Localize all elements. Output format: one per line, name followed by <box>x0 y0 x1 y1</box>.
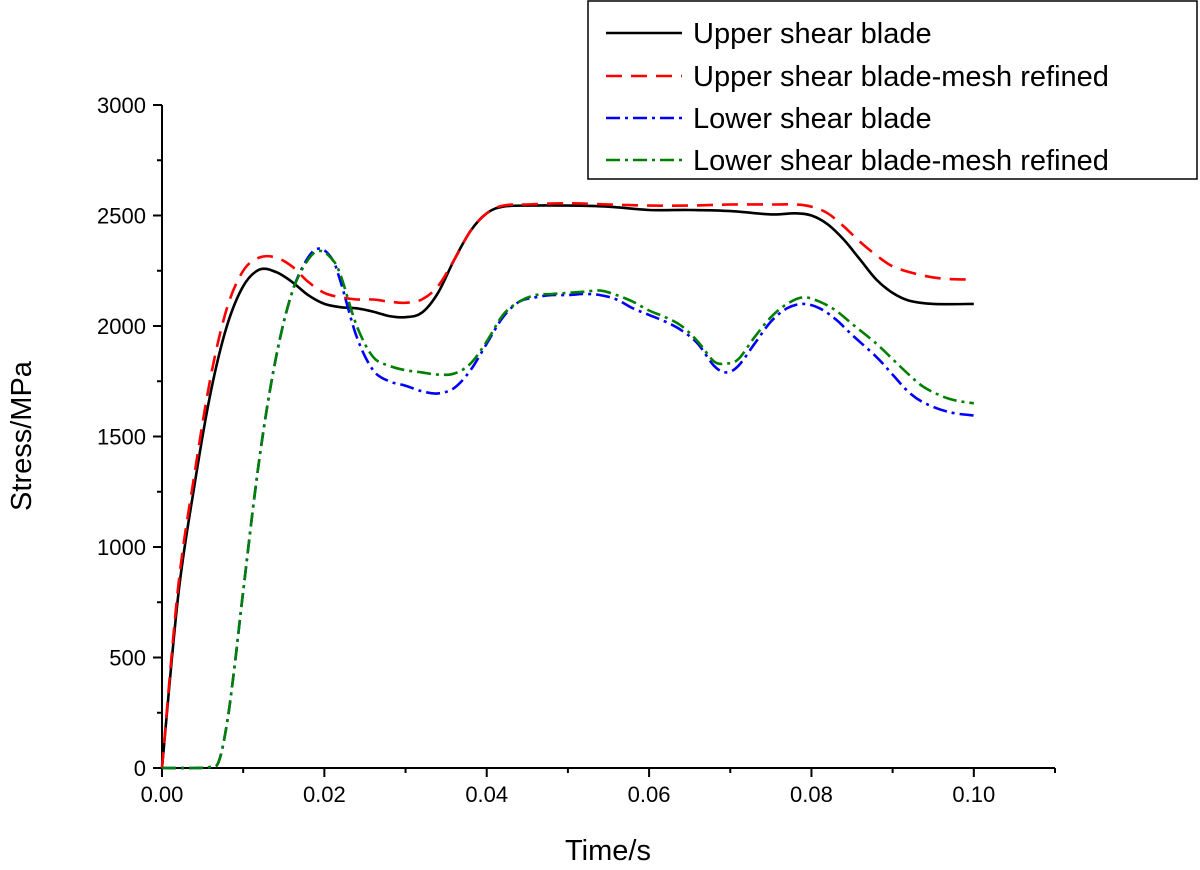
legend-label-2: Upper shear blade-mesh refined <box>693 61 1109 93</box>
x-tick-label: 0.00 <box>141 782 184 807</box>
legend-box <box>587 0 1198 180</box>
legend: Upper shear blade Upper shear blade-mesh … <box>587 0 1198 180</box>
y-tick-label: 2000 <box>97 314 146 339</box>
y-tick-label: 500 <box>109 646 146 671</box>
x-axis-title: Time/s <box>565 835 651 867</box>
series-line-1 <box>160 204 974 769</box>
y-tick-label: 1500 <box>97 425 146 450</box>
x-tick-label: 0.08 <box>790 782 833 807</box>
legend-label-4: Lower shear blade-mesh refined <box>693 145 1109 177</box>
y-tick-label: 2500 <box>97 204 146 229</box>
series-line-2 <box>160 202 974 769</box>
x-tick-label: 0.04 <box>465 782 508 807</box>
series-line-4 <box>161 249 975 770</box>
legend-label-3: Lower shear blade <box>693 103 932 135</box>
y-tick-label: 1000 <box>97 535 146 560</box>
ticks: 0.00 0.02 0.04 0.06 0.08 0.10 0 500 1000 1500 2000… <box>97 93 1056 807</box>
y-tick-label: 0 <box>134 756 146 781</box>
legend-label-1: Upper shear blade <box>693 18 932 50</box>
x-tick-label: 0.10 <box>952 782 995 807</box>
y-tick-label: 3000 <box>97 93 146 118</box>
x-tick-label: 0.06 <box>628 782 671 807</box>
series-lines <box>160 202 975 770</box>
x-tick-label: 0.02 <box>303 782 346 807</box>
y-axis-title: Stress/MPa <box>6 360 38 511</box>
